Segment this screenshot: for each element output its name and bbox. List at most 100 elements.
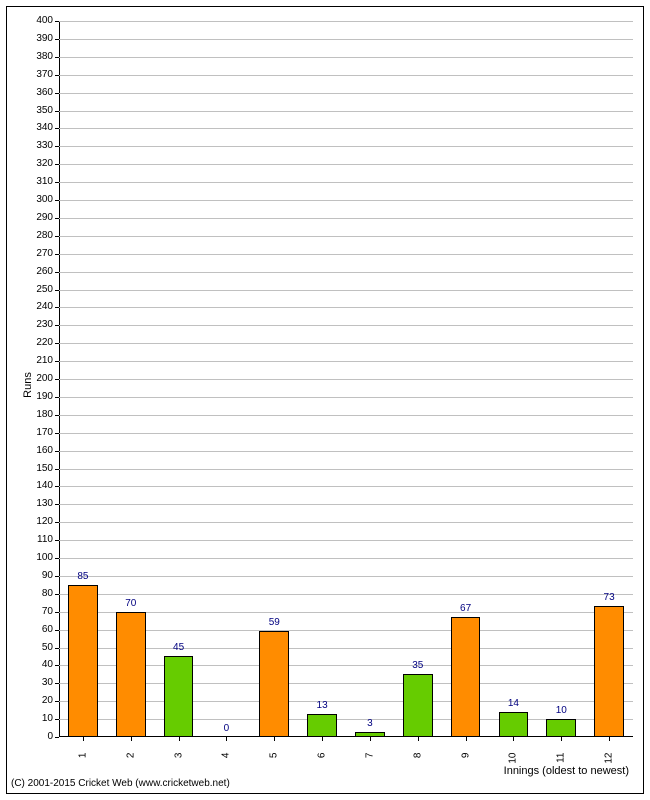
y-tick-mark [55,111,59,112]
y-tick-mark [55,558,59,559]
grid-line [59,200,633,201]
bar [499,712,529,737]
y-tick-mark [55,397,59,398]
grid-line [59,182,633,183]
y-tick-mark [55,325,59,326]
x-tick-label: 10 [508,753,519,773]
grid-line [59,307,633,308]
y-tick-mark [55,594,59,595]
x-tick-label: 1 [77,753,88,773]
x-tick-mark [226,737,227,741]
y-tick-mark [55,39,59,40]
grid-line [59,343,633,344]
bar-value-label: 14 [508,698,519,709]
bar-value-label: 3 [367,718,373,729]
y-tick-label: 110 [25,535,53,545]
plot-area [59,21,633,737]
grid-line [59,379,633,380]
bar [403,674,433,737]
x-tick-mark [131,737,132,741]
y-tick-mark [55,236,59,237]
y-tick-mark [55,576,59,577]
y-tick-mark [55,75,59,76]
x-tick-mark [418,737,419,741]
y-tick-mark [55,504,59,505]
y-tick-mark [55,128,59,129]
bar [307,714,337,737]
grid-line [59,540,633,541]
x-tick-mark [370,737,371,741]
bar-value-label: 85 [77,571,88,582]
y-tick-label: 250 [25,285,53,295]
bar [164,656,194,737]
y-tick-mark [55,272,59,273]
y-tick-mark [55,486,59,487]
grid-line [59,361,633,362]
y-tick-mark [55,612,59,613]
y-tick-label: 50 [25,643,53,653]
x-tick-label: 6 [317,753,328,773]
bar-value-label: 13 [317,700,328,711]
y-tick-mark [55,21,59,22]
y-tick-label: 10 [25,714,53,724]
y-tick-mark [55,146,59,147]
grid-line [59,576,633,577]
grid-line [59,93,633,94]
x-tick-label: 2 [125,753,136,773]
bar [259,631,289,737]
y-tick-label: 330 [25,141,53,151]
y-tick-label: 320 [25,159,53,169]
y-tick-mark [55,361,59,362]
x-tick-mark [609,737,610,741]
y-tick-label: 120 [25,517,53,527]
y-tick-label: 150 [25,464,53,474]
y-tick-mark [55,451,59,452]
y-tick-label: 140 [25,481,53,491]
y-tick-label: 200 [25,374,53,384]
x-tick-label: 7 [364,753,375,773]
grid-line [59,451,633,452]
y-tick-label: 210 [25,356,53,366]
grid-line [59,486,633,487]
bar [68,585,98,737]
y-tick-label: 370 [25,70,53,80]
y-tick-label: 70 [25,607,53,617]
y-tick-mark [55,737,59,738]
x-tick-label: 4 [221,753,232,773]
y-tick-label: 220 [25,338,53,348]
x-tick-mark [322,737,323,741]
bar-value-label: 0 [224,723,230,734]
y-tick-mark [55,522,59,523]
y-tick-mark [55,164,59,165]
y-tick-label: 380 [25,52,53,62]
y-tick-mark [55,433,59,434]
y-tick-label: 80 [25,589,53,599]
grid-line [59,290,633,291]
y-tick-label: 300 [25,195,53,205]
grid-line [59,254,633,255]
y-tick-label: 400 [25,16,53,26]
y-tick-label: 340 [25,123,53,133]
x-tick-mark [466,737,467,741]
y-tick-label: 310 [25,177,53,187]
bar-value-label: 10 [556,705,567,716]
grid-line [59,272,633,273]
bar [594,606,624,737]
grid-line [59,164,633,165]
y-tick-label: 230 [25,320,53,330]
y-tick-mark [55,254,59,255]
x-tick-label: 5 [269,753,280,773]
bar-value-label: 59 [269,617,280,628]
grid-line [59,236,633,237]
y-tick-mark [55,57,59,58]
y-tick-label: 360 [25,88,53,98]
x-tick-label: 12 [604,753,615,773]
grid-line [59,21,633,22]
grid-line [59,594,633,595]
bar [546,719,576,737]
y-tick-label: 20 [25,696,53,706]
y-tick-mark [55,200,59,201]
copyright-text: (C) 2001-2015 Cricket Web (www.cricketwe… [11,778,230,789]
x-tick-mark [561,737,562,741]
y-tick-mark [55,630,59,631]
